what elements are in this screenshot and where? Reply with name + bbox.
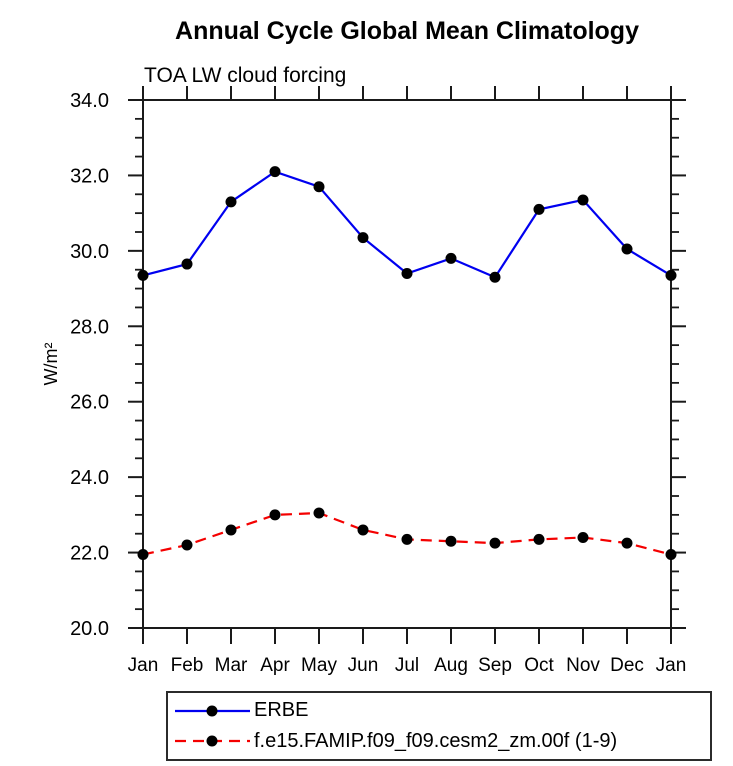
x-axis-tick-label: Jun — [348, 655, 379, 676]
data-point-marker — [313, 181, 325, 193]
data-point-marker — [533, 203, 545, 215]
data-point-marker — [225, 196, 237, 208]
plot-box — [142, 99, 672, 629]
series-line-erbe — [142, 170, 672, 279]
data-point-marker — [269, 509, 281, 521]
series-line-model — [142, 511, 672, 556]
y-axis-label: W/m² — [41, 343, 61, 386]
chart-title: Annual Cycle Global Mean Climatology — [175, 17, 639, 45]
data-point-marker — [181, 258, 193, 270]
legend-label-erbe: ERBE — [254, 699, 309, 722]
x-axis-tick-label: Oct — [524, 655, 554, 676]
data-point-marker — [313, 507, 325, 519]
x-axis-tick-label: Nov — [566, 655, 600, 676]
x-axis-tick-label: Jan — [656, 655, 687, 676]
data-point-marker — [665, 548, 677, 560]
data-point-marker — [357, 524, 369, 536]
x-axis-tick-label: Feb — [171, 655, 204, 676]
data-point-marker — [445, 252, 457, 264]
chart-subtitle: TOA LW cloud forcing — [144, 64, 347, 87]
data-point-marker — [181, 539, 193, 551]
x-axis-tick-label: Dec — [610, 655, 644, 676]
x-axis-tick-label: Aug — [434, 655, 468, 676]
data-point-marker — [137, 548, 149, 560]
data-point-marker — [621, 243, 633, 255]
data-point-marker — [357, 232, 369, 244]
data-point-marker — [137, 269, 149, 281]
legend-item-model: f.e15.FAMIP.f09_f09.cesm2_zm.00f (1-9) — [172, 728, 710, 754]
y-axis-tick-label: 30.0 — [70, 241, 109, 263]
data-point-marker — [665, 269, 677, 281]
data-point-marker — [577, 194, 589, 206]
data-point-marker — [269, 166, 281, 178]
data-point-marker — [445, 535, 457, 547]
legend-item-erbe: ERBE — [172, 698, 710, 724]
data-point-marker — [577, 531, 589, 543]
data-point-marker — [401, 267, 413, 279]
data-point-marker — [401, 533, 413, 545]
x-axis-tick-label: Apr — [260, 655, 290, 676]
legend-label-model: f.e15.FAMIP.f09_f09.cesm2_zm.00f (1-9) — [254, 729, 618, 752]
x-axis-tick-label: Sep — [478, 655, 512, 676]
y-axis-tick-label: 28.0 — [70, 316, 109, 338]
legend-erbe-line-swatch-icon — [175, 705, 250, 717]
y-axis-tick-label: 34.0 — [70, 90, 109, 112]
x-axis-tick-label: Jul — [395, 655, 419, 676]
data-point-marker — [489, 537, 501, 549]
y-axis-tick-label: 22.0 — [70, 543, 109, 565]
x-axis-tick-label: Jan — [128, 655, 159, 676]
legend-model-line-swatch-icon — [175, 735, 250, 747]
x-axis-tick-label: May — [301, 655, 337, 676]
data-point-marker — [533, 533, 545, 545]
data-point-marker — [225, 524, 237, 536]
y-axis-tick-label: 32.0 — [70, 165, 109, 187]
data-point-marker — [489, 271, 501, 283]
legend: ERBE f.e15.FAMIP.f09_f09.cesm2_zm.00f (1… — [166, 691, 712, 761]
y-axis-tick-label: 24.0 — [70, 467, 109, 489]
x-axis-tick-label: Mar — [215, 655, 248, 676]
data-point-marker — [621, 537, 633, 549]
y-axis-tick-label: 20.0 — [70, 618, 109, 640]
y-axis-tick-label: 26.0 — [70, 392, 109, 414]
